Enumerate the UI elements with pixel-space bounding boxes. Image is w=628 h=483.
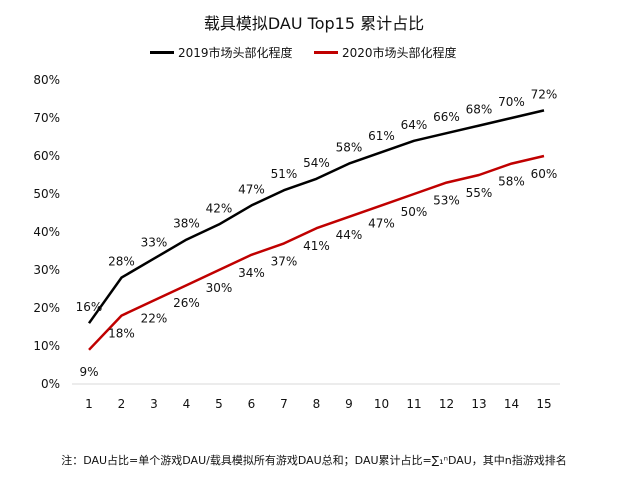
data-label: 55% [466, 186, 493, 200]
data-label: 64% [401, 118, 428, 132]
x-tick-label: 10 [374, 397, 389, 411]
x-tick-label: 7 [280, 397, 288, 411]
data-label: 70% [498, 95, 525, 109]
data-label: 51% [271, 167, 298, 181]
data-label: 26% [173, 296, 200, 310]
data-label: 58% [498, 175, 525, 189]
data-label: 41% [303, 239, 330, 253]
data-label: 22% [141, 311, 168, 325]
series-line-2019市场头部化程度 [87, 109, 545, 324]
y-tick-label: 20% [33, 301, 60, 315]
data-label: 53% [433, 194, 460, 208]
y-tick-label: 50% [33, 187, 60, 201]
data-label: 72% [531, 87, 558, 101]
x-tick-label: 2 [118, 397, 126, 411]
chart-title: 载具模拟DAU Top15 累计占比 [203, 14, 425, 33]
data-label: 30% [206, 281, 233, 295]
x-tick-label: 4 [183, 397, 191, 411]
data-label: 28% [108, 255, 135, 269]
data-label: 34% [238, 266, 265, 280]
data-label: 38% [173, 217, 200, 231]
x-tick-label: 6 [248, 397, 256, 411]
legend-label-2019: 2019市场头部化程度 [178, 46, 293, 60]
y-tick-label: 40% [33, 225, 60, 239]
data-label: 54% [303, 156, 330, 170]
x-tick-label: 8 [313, 397, 321, 411]
x-tick-label: 5 [215, 397, 223, 411]
data-label: 9% [79, 365, 98, 379]
y-tick-label: 80% [33, 73, 60, 87]
data-label: 37% [271, 254, 298, 268]
data-label: 47% [238, 182, 265, 196]
y-tick-label: 0% [41, 377, 60, 391]
data-label: 44% [336, 228, 363, 242]
x-tick-label: 1 [85, 397, 93, 411]
data-label: 33% [141, 236, 168, 250]
data-label: 16% [76, 300, 103, 314]
y-tick-label: 60% [33, 149, 60, 163]
x-tick-label: 11 [406, 397, 421, 411]
data-label: 50% [401, 205, 428, 219]
series-line-2020市场头部化程度 [88, 154, 545, 351]
footnote: 注：DAU占比=单个游戏DAU/载具模拟所有游戏DAU总和；DAU累计占比=∑₁… [61, 454, 567, 467]
legend-swatch-2019 [150, 51, 174, 54]
legend-2019: 2019市场头部化程度 [150, 44, 293, 61]
legend-label-2020: 2020市场头部化程度 [342, 46, 457, 60]
legend-2020: 2020市场头部化程度 [314, 44, 457, 61]
x-tick-label: 9 [345, 397, 353, 411]
y-tick-label: 30% [33, 263, 60, 277]
y-tick-label: 10% [33, 339, 60, 353]
data-label: 18% [108, 327, 135, 341]
x-tick-label: 15 [536, 397, 551, 411]
y-tick-label: 70% [33, 111, 60, 125]
x-tick-label: 13 [471, 397, 486, 411]
data-label: 66% [433, 110, 460, 124]
x-tick-label: 12 [439, 397, 454, 411]
legend-swatch-2020 [314, 51, 338, 54]
x-tick-label: 3 [150, 397, 158, 411]
x-tick-label: 14 [504, 397, 519, 411]
data-label: 58% [336, 141, 363, 155]
data-label: 60% [531, 167, 558, 181]
plot-area: 0%10%20%30%40%50%60%70%80%1 2 3 4 5 6 7 8 9 10 11 1… [33, 73, 560, 411]
data-label: 47% [368, 216, 395, 230]
data-label: 42% [206, 201, 233, 215]
data-label: 61% [368, 129, 395, 143]
data-label: 68% [466, 103, 493, 117]
